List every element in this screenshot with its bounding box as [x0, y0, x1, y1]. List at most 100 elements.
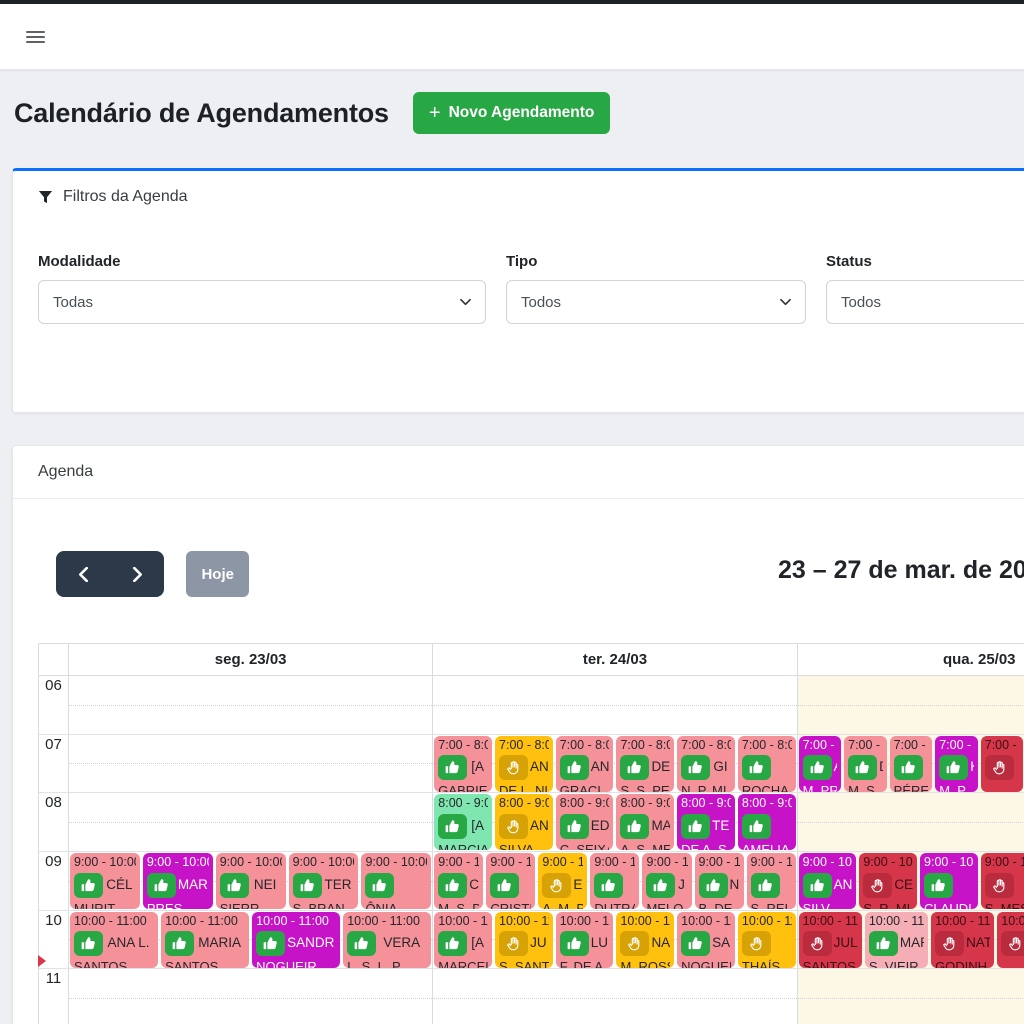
calendar-event[interactable]: 10:00 - 11:00 JU S. SANT: [495, 911, 553, 968]
calendar-event[interactable]: 10:00 - 11:00 SANDR NOGUEIR: [252, 911, 341, 968]
day-cell[interactable]: [797, 969, 1024, 1024]
day-cell[interactable]: [797, 676, 1024, 734]
day-cell[interactable]: [433, 969, 798, 1024]
calendar-event[interactable]: 9:00 - 10:00 ÔNIA: [361, 852, 432, 910]
event-time: 8:00 - 9:00: [559, 796, 610, 811]
thumbs-up-icon: [681, 931, 711, 957]
calendar-event[interactable]: 9:00 - 10:00 CRISTI: [486, 852, 536, 910]
filter-label: Modalidade: [38, 253, 121, 270]
calendar-event[interactable]: 10:00 - 11:00 SA NOGUEI: [677, 911, 735, 968]
calendar-event[interactable]: 7:00 - 8:00 GI N. P. MI: [677, 735, 735, 792]
next-button[interactable]: [110, 551, 164, 597]
calendar-event[interactable]: 9:00 - 10:00 NEI SIERR: [215, 852, 286, 910]
event-name: MAR: [899, 935, 924, 951]
event-time: 10:00 - 11:00: [499, 913, 549, 928]
event-name-line2: M. P: [939, 783, 966, 792]
calendar-event[interactable]: 9:00 - 10:00 S. REI: [746, 852, 796, 910]
event-name-line2: PÉREZ: [893, 783, 929, 792]
calendar-event[interactable]: 7:00 - 8:00 DM. S: [844, 735, 887, 792]
calendar-event[interactable]: 10:00 - 11:00 NA M. ROSS: [616, 911, 675, 968]
day-cell[interactable]: [69, 676, 434, 734]
event-name-line2: MELO: [646, 900, 684, 910]
thumbs-up-icon: [292, 872, 322, 898]
event-time: 7:00 - 8:00: [438, 737, 488, 752]
calendar-event[interactable]: 9:00 - 10:00 TER S. BRAN: [288, 852, 359, 910]
day-header: qua. 25/03: [798, 644, 1024, 675]
calendar-event[interactable]: 7:00 - 8:00 DE S. S. PE: [616, 735, 675, 792]
calendar-event[interactable]: 7:00 - 8:00 AN GRACI: [555, 735, 614, 792]
day-cell[interactable]: [69, 969, 434, 1024]
calendar-event[interactable]: 9:00 - 10:00 E A. M. P: [538, 852, 588, 910]
event-time: 8:00 - 9:00: [741, 796, 792, 811]
calendar-event[interactable]: 7:00 - 8:00 A M. PR: [798, 735, 842, 792]
thumbs-up-icon: [681, 813, 711, 839]
calendar-event[interactable]: 7:00 - 8:00 KM. P: [935, 735, 978, 792]
event-name-line2: DE L. NU: [499, 783, 549, 792]
calendar-event[interactable]: 8:00 - 9:00 TE DE A. S.: [677, 794, 735, 851]
calendar-event[interactable]: 9:00 - 10:00 N B. DE: [694, 852, 744, 910]
calendar-event[interactable]: 10:00 - 11:00 [A MARCEL: [434, 911, 492, 968]
day-cell[interactable]: [433, 793, 798, 851]
event-time: 7:00 - 8:00: [559, 737, 610, 752]
hand-icon: [499, 813, 529, 839]
event-name: MARIA: [198, 935, 241, 951]
calendar-event[interactable]: 8:00 - 9:00 MA A. S. ME: [616, 794, 675, 851]
calendar-event[interactable]: 10:00 - 11:00 MAR S. VIEIR: [864, 911, 929, 968]
hand-icon: [1001, 931, 1024, 957]
calendar-event[interactable]: 8:00 - 9:00 AMELIA: [737, 794, 796, 851]
calendar-event[interactable]: 8:00 - 9:00 ED C. SEIXA: [555, 794, 614, 851]
calendar-event[interactable]: 10:00 - 11:00 THAÍS: [737, 911, 796, 968]
agenda-card: Agenda Hoje 23 – 27 de mar. de 2026 seg.…: [12, 445, 1024, 1024]
calendar-event[interactable]: 9:00 - 10:00 CE S. R. MI: [859, 852, 918, 910]
calendar-event[interactable]: 9:00 - 10:00 J MELO: [642, 852, 692, 910]
calendar-event[interactable]: 10:00 - 11:00: [997, 911, 1024, 968]
calendar-event[interactable]: 10:00 - 11:00 NAT GODINH: [931, 911, 995, 968]
calendar-event[interactable]: 10:00 - 11:00 MARIA SANTOS: [161, 911, 250, 968]
filter-select[interactable]: Todas: [38, 280, 486, 324]
calendar-event[interactable]: 9:00 - 10:00 CLAUDI: [920, 852, 978, 910]
filters-row: Modalidade Todas Tipo Todos Status Todos: [13, 223, 1024, 412]
filter-select[interactable]: Todos: [506, 280, 806, 324]
agenda-card-header: Agenda: [13, 446, 1024, 499]
calendar-event[interactable]: 9:00 - 10:00 DUTRA: [590, 852, 640, 910]
hand-icon: [741, 931, 771, 957]
calendar-event[interactable]: 8:00 - 9:00 [A MARCIA: [434, 794, 492, 851]
calendar-event[interactable]: 7:00 - 8:00 AN DE L. NU: [495, 735, 553, 792]
day-cell[interactable]: [433, 734, 798, 793]
event-name: A: [832, 759, 838, 776]
calendar-event[interactable]: 10:00 - 11:00 JUL SANTOS: [798, 911, 862, 968]
day-cell[interactable]: [69, 734, 434, 793]
day-cell[interactable]: [797, 793, 1024, 851]
calendar-event[interactable]: 9:00 - 10:00 C M. S. D: [434, 852, 484, 910]
window-top-edge: [0, 0, 1024, 4]
filter-select[interactable]: Todos: [826, 280, 1024, 324]
today-button[interactable]: Hoje: [186, 551, 249, 597]
day-cell[interactable]: [433, 910, 798, 969]
event-time: 10:00 - 11:00: [620, 913, 670, 928]
calendar-event[interactable]: 9:00 - 10:00 CÉL MURIT: [70, 852, 140, 910]
calendar-event[interactable]: 7:00 - 8:00 [A GABRIEL: [434, 735, 492, 792]
prev-button[interactable]: [56, 551, 110, 597]
calendar-event[interactable]: 7:00 - 8:00: [980, 735, 1024, 792]
event-time: 10:00 - 11:00: [256, 913, 329, 928]
hamburger-menu-button[interactable]: [22, 24, 49, 50]
new-appointment-button[interactable]: + Novo Agendamento: [412, 92, 611, 134]
calendar-event[interactable]: 9:00 - 10:00 S. MES: [980, 852, 1024, 910]
calendar-event[interactable]: 10:00 - 11:00 LU F. DE A.: [555, 911, 614, 968]
calendar-event[interactable]: 10:00 - 11:00 ANA L. SANTOS: [70, 911, 159, 968]
calendar-event[interactable]: 7:00 - 8:00 ROCHA: [737, 735, 796, 792]
thumbs-up-icon: [365, 872, 395, 898]
event-name-line2: NOGUEI: [681, 959, 731, 968]
hand-icon: [542, 872, 572, 898]
calendar-event[interactable]: 9:00 - 10:00 MAR PRES: [142, 852, 213, 910]
thumbs-up-icon: [741, 813, 771, 839]
event-time: 9:00 - 10:00: [542, 854, 584, 869]
event-time: 8:00 - 9:00: [681, 796, 731, 811]
calendar-event[interactable]: 8:00 - 9:00 AN SILVA: [495, 794, 553, 851]
day-cell[interactable]: [69, 793, 434, 851]
calendar-event[interactable]: 7:00 - 8:00 PÉREZ: [889, 735, 933, 792]
day-cell[interactable]: [433, 676, 798, 734]
event-time: 10:00 - 11:00: [347, 913, 420, 928]
calendar-event[interactable]: 10:00 - 11:00 VERA L. S. L. P.: [343, 911, 432, 968]
